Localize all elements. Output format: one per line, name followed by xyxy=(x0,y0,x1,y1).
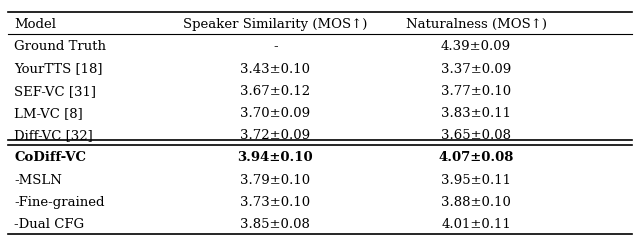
Text: Speaker Similarity (MOS↑): Speaker Similarity (MOS↑) xyxy=(183,18,367,31)
Text: 3.79±0.10: 3.79±0.10 xyxy=(241,173,310,186)
Text: 3.94±0.10: 3.94±0.10 xyxy=(237,151,313,164)
Text: Ground Truth: Ground Truth xyxy=(14,40,106,53)
Text: 3.37±0.09: 3.37±0.09 xyxy=(441,62,511,75)
Text: 3.77±0.10: 3.77±0.10 xyxy=(441,84,511,98)
Text: LM-VC [8]: LM-VC [8] xyxy=(14,106,83,120)
Text: 3.85±0.08: 3.85±0.08 xyxy=(241,217,310,230)
Text: 3.65±0.08: 3.65±0.08 xyxy=(441,129,511,142)
Text: 3.70±0.09: 3.70±0.09 xyxy=(241,106,310,120)
Text: Naturalness (MOS↑): Naturalness (MOS↑) xyxy=(406,18,547,31)
Text: -: - xyxy=(273,40,278,53)
Text: -Fine-grained: -Fine-grained xyxy=(14,195,104,208)
Text: 3.73±0.10: 3.73±0.10 xyxy=(241,195,310,208)
Text: 3.43±0.10: 3.43±0.10 xyxy=(241,62,310,75)
Text: -MSLN: -MSLN xyxy=(14,173,62,186)
Text: CoDiff-VC: CoDiff-VC xyxy=(14,151,86,164)
Text: Model: Model xyxy=(14,18,56,31)
Text: -Dual CFG: -Dual CFG xyxy=(14,217,84,230)
Text: 4.07±0.08: 4.07±0.08 xyxy=(438,151,514,164)
Text: Diff-VC [32]: Diff-VC [32] xyxy=(14,129,93,142)
Text: SEF-VC [31]: SEF-VC [31] xyxy=(14,84,96,98)
Text: 4.01±0.11: 4.01±0.11 xyxy=(441,217,511,230)
Text: YourTTS [18]: YourTTS [18] xyxy=(14,62,102,75)
Text: 3.83±0.11: 3.83±0.11 xyxy=(441,106,511,120)
Text: 3.72±0.09: 3.72±0.09 xyxy=(241,129,310,142)
Text: 4.39±0.09: 4.39±0.09 xyxy=(441,40,511,53)
Text: 3.88±0.10: 3.88±0.10 xyxy=(441,195,511,208)
Text: 3.95±0.11: 3.95±0.11 xyxy=(441,173,511,186)
Text: 3.67±0.12: 3.67±0.12 xyxy=(241,84,310,98)
